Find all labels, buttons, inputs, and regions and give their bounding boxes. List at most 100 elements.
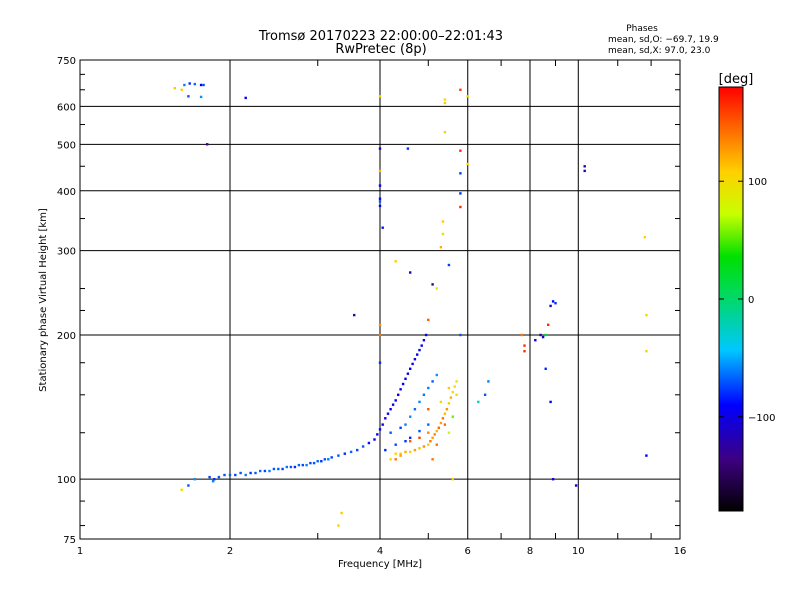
data-point [413,448,417,452]
data-point [376,433,379,436]
data-point [427,386,430,390]
data-point [447,431,451,434]
data-point [643,236,646,239]
data-point [459,192,462,195]
data-point [206,143,209,146]
data-point [459,149,462,152]
data-point [378,323,382,326]
data-point [320,460,323,463]
data-point [645,313,648,317]
data-point [455,380,458,383]
data-point [459,333,462,337]
data-point [477,400,480,404]
data-point [406,372,410,375]
data-point [459,172,462,175]
data-point [384,417,387,420]
colorbar-label: [deg] [719,72,754,87]
colorbar-tick-label: 100 [748,177,767,188]
data-point [378,184,382,187]
data-point [378,428,382,431]
data-point [437,426,440,429]
data-point [441,232,445,236]
data-point [285,465,288,469]
data-point [381,423,384,426]
data-point [234,473,237,477]
data-point [435,373,438,377]
data-point [259,469,262,473]
data-point [483,393,487,396]
data-point [378,361,382,364]
data-point [180,488,183,491]
data-point [399,452,402,455]
data-point [431,458,434,461]
data-point [409,367,412,370]
data-point [340,511,343,515]
y-axis-label: Stationary phase Virtual Height [km] [38,208,49,392]
y-tick-label: 400 [57,187,76,198]
data-point [409,415,412,418]
data-point [389,431,392,434]
data-point [466,162,469,166]
data-point [541,335,545,339]
data-point [244,96,247,100]
data-point [574,484,578,487]
data-point [422,393,426,396]
data-point [645,454,648,457]
data-point [418,447,421,450]
colorbar-tick-label: −100 [748,413,775,424]
y-tick-label: 500 [57,140,76,151]
data-point [272,467,276,471]
data-point [301,463,304,467]
data-point [551,478,555,481]
x-tick-label: 8 [527,546,533,557]
data-point [549,304,552,308]
data-point [427,423,430,426]
stats-line-x: mean, sd,X: 97.0, 23.0 [608,46,711,56]
data-point [539,333,542,337]
data-point [389,408,392,411]
data-point [381,226,384,229]
chart-title: Tromsø 20170223 22:00:00–22:01:43 [258,29,503,44]
data-point [244,473,247,477]
x-tick-labels: 1 2 4 6 8 10 16 [77,546,687,557]
data-point [343,452,346,455]
data-point [399,454,402,457]
data-point [439,246,443,249]
data-point [451,478,454,481]
x-axis-label: Frequency [MHz] [338,559,422,570]
data-point [445,408,449,411]
x-tick-label: 16 [674,546,687,557]
data-point [523,344,526,347]
data-point [435,429,438,433]
data-point [293,465,297,469]
data-point [443,131,447,134]
data-point [309,461,312,465]
data-point [323,458,326,461]
data-point [378,200,382,203]
data-point [217,475,221,479]
data-point [297,463,301,467]
data-point [386,412,390,415]
x-tick-label: 4 [377,546,383,557]
data-point [399,426,402,429]
data-point [187,95,190,98]
data-point [451,415,454,418]
data-point [409,450,412,454]
data-point [188,82,191,85]
data-point [427,318,430,322]
data-point [443,101,447,105]
data-point [404,377,407,380]
data-point [549,400,552,404]
stats-line-o: mean, sd,O: −69.7, 19.9 [608,35,719,45]
data-point [397,393,400,396]
data-point [418,436,421,439]
data-point [316,460,319,463]
data-point [193,478,196,481]
data-point [453,385,456,388]
data-point [431,380,434,383]
data-point [449,396,453,399]
data-point [466,95,469,98]
data-point [554,302,557,305]
data-point [378,204,382,208]
grid-lines [80,60,680,539]
